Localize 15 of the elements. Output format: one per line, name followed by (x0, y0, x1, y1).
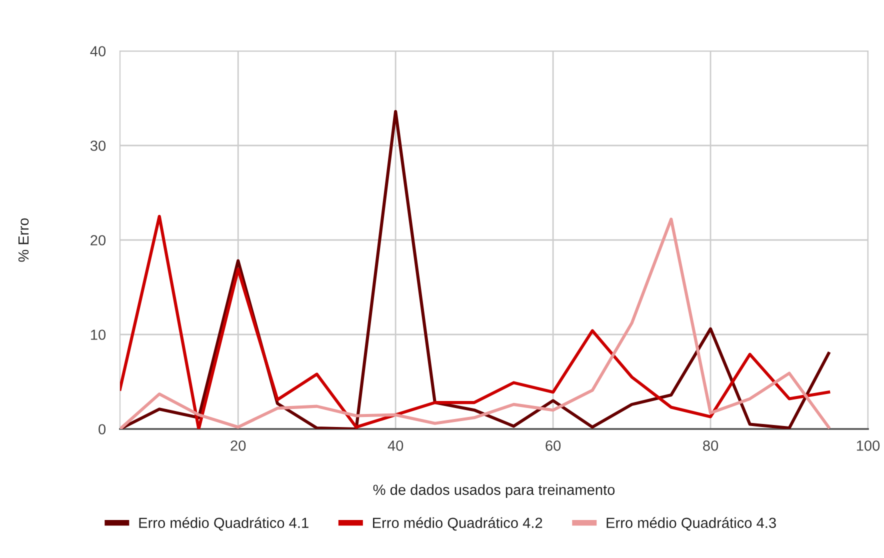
x-axis-title: % de dados usados para treinamento (373, 484, 615, 498)
y-tick-label: 20 (90, 235, 106, 246)
legend-label: Erro médio Quadrático 4.3 (606, 517, 776, 531)
x-tick-label: 100 (856, 440, 880, 451)
legend-label: Erro médio Quadrático 4.1 (139, 517, 308, 531)
legend-label: Erro médio Quadrático 4.2 (373, 517, 542, 531)
y-tick-label: 0 (98, 424, 106, 434)
y-axis-title: % Erro (18, 218, 29, 262)
x-tick-label: 60 (546, 440, 561, 451)
x-tick-label: 20 (230, 440, 246, 451)
x-tick-label: 80 (703, 440, 718, 451)
y-tick-label: 40 (90, 46, 106, 56)
y-tick-label: 10 (91, 330, 106, 340)
y-tick-label: 30 (90, 140, 106, 151)
x-tick-label: 40 (388, 440, 404, 451)
